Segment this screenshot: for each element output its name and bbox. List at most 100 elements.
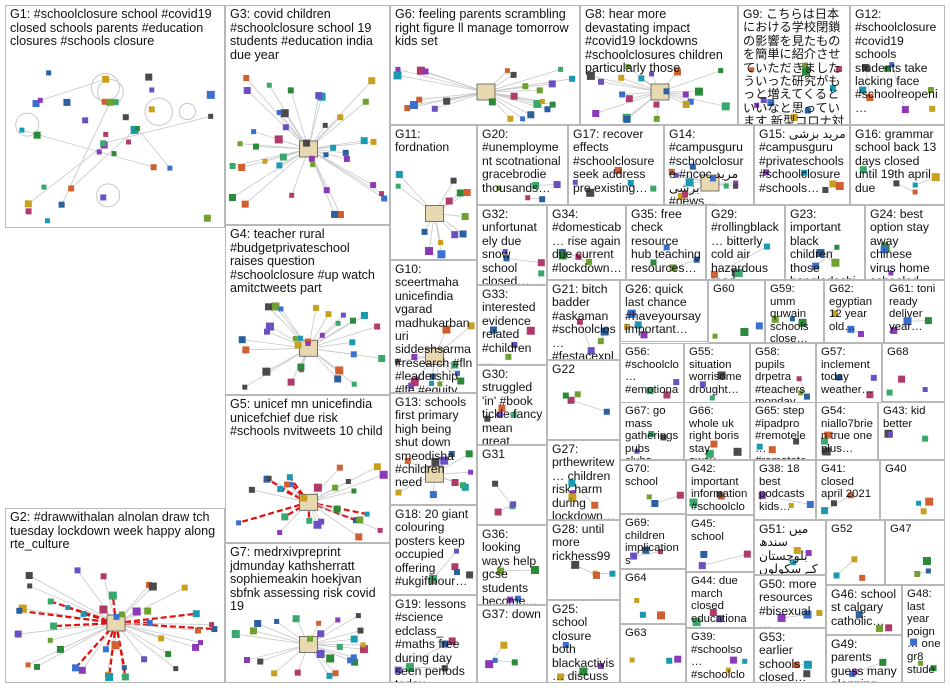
- network-node: [717, 371, 726, 380]
- group-label: G19: lessons #science edclass_ #maths fr…: [395, 597, 467, 682]
- network-node: [875, 624, 883, 632]
- network-node: [831, 258, 840, 267]
- group-label: G17: recover effects #schoolclosure seek…: [573, 127, 655, 195]
- group-label: G1: #schoolclosure school #covid19 close…: [10, 7, 212, 49]
- group-label: G2: #drawwithalan alnolan draw tch tuesd…: [10, 510, 216, 552]
- network-node: [922, 387, 928, 393]
- group-cell-g25: G25: school closure both blackactivis… d…: [547, 600, 620, 683]
- network-node: [126, 139, 132, 145]
- network-node: [575, 253, 582, 260]
- network-node: [788, 502, 794, 508]
- network-node: [351, 658, 359, 666]
- network-node: [640, 331, 648, 339]
- network-node: [294, 669, 301, 676]
- network-node: [673, 172, 679, 178]
- network-node: [264, 328, 271, 335]
- network-node: [803, 660, 812, 669]
- network-node: [505, 353, 512, 360]
- network-node: [929, 105, 936, 112]
- network-edge: [77, 570, 117, 624]
- network-node: [567, 396, 575, 404]
- network-node: [100, 194, 107, 201]
- network-node: [438, 240, 444, 246]
- network-edge: [714, 246, 768, 275]
- network-node: [362, 98, 369, 105]
- network-node: [835, 374, 842, 381]
- group-network: [859, 62, 936, 114]
- network-node: [373, 463, 381, 471]
- group-network: [771, 315, 807, 327]
- group-network: [394, 322, 475, 389]
- network-node: [343, 155, 350, 162]
- network-node: [749, 67, 755, 73]
- network-node: [668, 168, 675, 175]
- network-node: [888, 270, 894, 276]
- network-node: [634, 448, 640, 454]
- network-node: [488, 98, 496, 106]
- network-node: [277, 529, 283, 535]
- group-cell-g66: G66: whole uk right boris stay away…: [684, 402, 750, 460]
- group-label: G43: kid better: [883, 405, 926, 430]
- network-node: [812, 262, 820, 270]
- group-network: [910, 638, 937, 672]
- network-node: [19, 127, 25, 133]
- network-node: [451, 231, 459, 239]
- group-label: G62: egyptian 12 year old…: [829, 283, 873, 333]
- network-node: [525, 195, 531, 201]
- group-network: [496, 565, 539, 603]
- group-cell-g2: G2: #drawwithalan alnolan draw tch tuesd…: [5, 508, 225, 683]
- group-cell-g12: G12: #schoolclosure #covid19 schools stu…: [850, 5, 945, 125]
- network-node: [504, 68, 510, 74]
- network-node: [829, 85, 836, 92]
- group-cell-g65: G65: step #ipadpro #remotele… #remotete…: [750, 402, 816, 460]
- network-node: [378, 354, 386, 362]
- network-node: [262, 158, 268, 164]
- group-cell-g1: G1: #schoolclosure school #covid19 close…: [5, 5, 225, 228]
- group-cell-g22: G22: [547, 360, 620, 440]
- network-node: [243, 87, 251, 95]
- network-node: [331, 210, 339, 218]
- network-node: [710, 271, 718, 279]
- network-edge: [762, 495, 811, 505]
- network-node: [144, 607, 152, 615]
- group-network: [586, 64, 730, 123]
- network-node: [266, 82, 272, 88]
- group-cell-g42: G42: important information #schoolclo…: [686, 460, 754, 515]
- network-node: [498, 404, 506, 412]
- network-edge: [654, 494, 681, 504]
- network-node: [700, 550, 708, 558]
- hub-node: [425, 205, 444, 222]
- network-node: [379, 470, 388, 479]
- group-cell-g63: G63: [620, 624, 686, 683]
- network-edge: [308, 148, 382, 194]
- group-network: [884, 429, 929, 442]
- group-label: G51: میں سندھ بلوچستان کے سکولوں 50: [759, 522, 818, 575]
- network-node: [306, 517, 313, 524]
- group-cell-g20: G20: #unemployment scotnational gracebro…: [477, 125, 568, 205]
- network-node: [485, 660, 494, 669]
- group-label: G3: covid children #schoolclosure school…: [230, 7, 373, 62]
- group-cell-g21: G21: bitch badder #askaman #schoolclos… …: [547, 280, 620, 360]
- network-node: [768, 446, 776, 454]
- network-edge: [290, 90, 309, 150]
- network-node: [429, 373, 436, 380]
- network-node: [763, 169, 770, 176]
- network-node: [576, 318, 583, 325]
- network-node: [592, 109, 600, 117]
- network-node: [132, 607, 141, 616]
- network-edge: [702, 553, 748, 567]
- network-node: [342, 149, 349, 156]
- group-network: [14, 567, 218, 681]
- network-node: [103, 131, 109, 137]
- network-node: [251, 129, 257, 135]
- network-edge: [36, 622, 117, 668]
- network-node: [859, 86, 867, 94]
- network-node: [313, 520, 322, 529]
- network-node: [600, 327, 609, 336]
- network-node: [831, 310, 838, 317]
- network-node: [441, 640, 449, 648]
- group-label: G36: looking ways help gcse students bec…: [482, 527, 538, 605]
- network-node: [539, 196, 546, 203]
- network-node: [359, 645, 368, 654]
